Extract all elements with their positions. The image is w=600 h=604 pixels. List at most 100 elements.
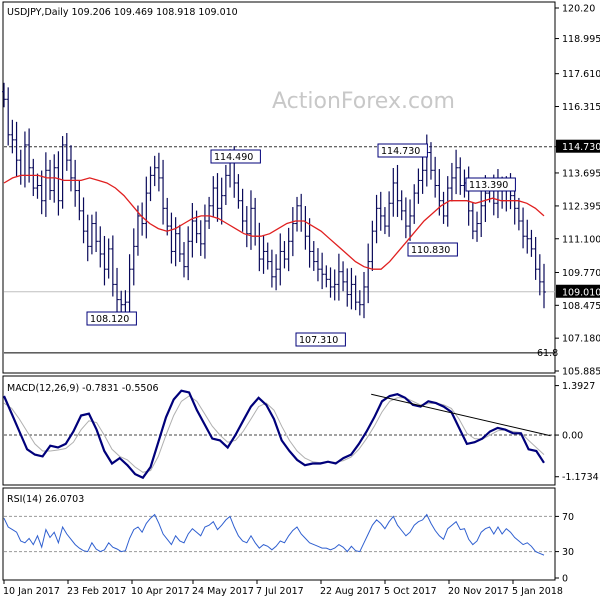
- price-bar: [403, 197, 408, 239]
- price-bar: [269, 249, 274, 288]
- price-bar: [81, 197, 86, 244]
- price-bar: [286, 227, 291, 272]
- price-bar: [274, 254, 279, 291]
- price-bar: [345, 268, 350, 307]
- price-bar: [2, 82, 6, 108]
- price-bar: [98, 226, 103, 268]
- price-bar: [240, 188, 245, 232]
- price-bar: [215, 173, 220, 222]
- price-bar: [278, 233, 283, 286]
- price-bar: [211, 176, 216, 217]
- price-tick-label: 118.995: [562, 34, 600, 45]
- price-bar: [307, 218, 312, 268]
- x-tick-label: 23 Feb 2017: [67, 586, 126, 597]
- price-bar: [73, 159, 78, 207]
- price-bar: [295, 196, 300, 232]
- price-bar: [311, 241, 316, 271]
- price-bar: [35, 173, 40, 199]
- price-bar: [542, 263, 546, 309]
- price-bar: [123, 290, 128, 316]
- price-tick-label: 117.610: [562, 69, 600, 80]
- annotation-label: 114.490: [214, 152, 253, 163]
- price-bar: [14, 121, 19, 177]
- x-tick-label: 7 Jul 2017: [256, 586, 304, 597]
- macd-line: [2, 389, 545, 480]
- price-bar: [399, 190, 404, 221]
- price-bar: [190, 203, 195, 258]
- price-bar: [378, 191, 383, 231]
- macd-tick-label: 1.3927: [562, 381, 595, 392]
- price-bar: [94, 211, 99, 253]
- price-tick-label: 111.100: [562, 234, 600, 245]
- macd-label: MACD(12,26,9) -0.7831 -0.5506: [7, 383, 159, 394]
- price-bar: [119, 290, 124, 313]
- last-price-box: [556, 284, 600, 298]
- annotation-label: 114.730: [381, 146, 420, 157]
- price-bar: [102, 235, 107, 286]
- price-bar: [219, 177, 224, 225]
- annotation-box: [377, 143, 428, 158]
- price-bar: [521, 207, 526, 249]
- price-bar: [115, 267, 120, 315]
- price-bar: [362, 271, 366, 319]
- price-bar: [182, 242, 186, 278]
- price-bar: [127, 254, 132, 316]
- price-bar: [165, 197, 170, 236]
- price-bar: [135, 205, 140, 256]
- symbol-header: USDJPY,Daily 109.206 109.469 108.918 109…: [7, 7, 238, 18]
- price-bar: [282, 241, 287, 269]
- price-bar: [395, 164, 400, 217]
- price-bar: [56, 151, 61, 216]
- price-bar: [223, 164, 228, 206]
- price-bar: [315, 248, 320, 282]
- price-bar: [391, 168, 396, 217]
- rsi-tick-label: 0: [562, 574, 568, 585]
- price-bar: [412, 184, 417, 224]
- price-bar: [48, 159, 53, 200]
- price-layer: 114.490 114.730 113.390 110.830 108.120 107.3…: [2, 82, 555, 354]
- price-bar: [537, 254, 542, 296]
- price-bar: [186, 226, 191, 281]
- annotation-box: [210, 149, 261, 164]
- price-bar: [106, 238, 111, 279]
- price-tick-label: 113.695: [562, 168, 600, 179]
- price-bar: [408, 199, 413, 241]
- x-tick-label: 10 Apr 2017: [131, 586, 190, 597]
- price-bar: [475, 211, 480, 242]
- price-bar: [353, 275, 358, 311]
- annotation-label: 107.310: [299, 335, 338, 346]
- price-tick-label: 112.395: [562, 201, 600, 212]
- moving-average-line: [3, 174, 545, 270]
- x-tick-label: 20 Nov 2017: [448, 586, 509, 597]
- macd-trendline: [371, 393, 551, 437]
- price-bar: [131, 228, 136, 286]
- price-tick-label: 116.315: [562, 102, 600, 113]
- price-tick-label: 105.885: [562, 367, 600, 378]
- price-bar: [370, 220, 375, 271]
- price-bar: [6, 87, 11, 146]
- price-bar: [31, 158, 36, 197]
- resistance-price-label: 114.730: [562, 142, 600, 153]
- x-tick-label: 5 Jan 2018: [512, 586, 563, 597]
- annotation-label: 113.390: [469, 180, 508, 191]
- x-tick-label: 22 Aug 2017: [320, 586, 381, 597]
- price-bar: [433, 156, 438, 198]
- price-tick-label: 109.770: [562, 268, 600, 279]
- price-bar: [349, 267, 354, 310]
- price-bar: [320, 252, 325, 290]
- rsi-label: RSI(14) 26.0703: [7, 494, 84, 505]
- price-bar: [198, 220, 203, 256]
- price-bar: [173, 217, 178, 267]
- price-bar: [169, 212, 174, 264]
- rsi-layer: [3, 513, 555, 556]
- price-bar: [332, 269, 337, 301]
- price-bar: [177, 224, 182, 262]
- rsi-pane: [2, 487, 556, 581]
- price-bar: [328, 267, 333, 298]
- price-bar: [366, 243, 371, 304]
- price-bar: [525, 219, 530, 254]
- price-bar: [110, 235, 115, 297]
- price-bar: [458, 157, 463, 195]
